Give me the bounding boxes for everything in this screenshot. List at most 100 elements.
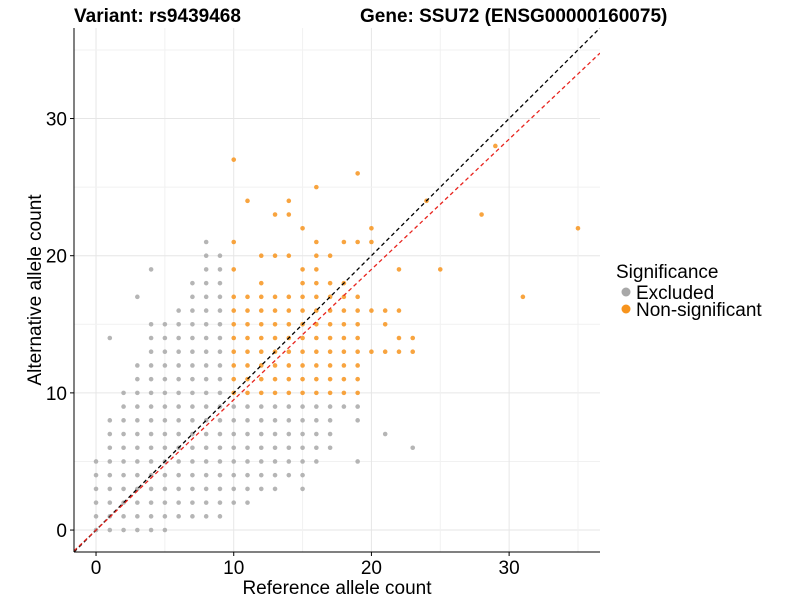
data-point-non-significant — [231, 239, 237, 245]
data-point-non-significant — [286, 321, 292, 327]
data-point-excluded — [258, 486, 264, 492]
x-tick-label: 30 — [499, 558, 520, 579]
data-point-excluded — [176, 335, 181, 341]
data-point-non-significant — [258, 253, 264, 259]
data-point-excluded — [217, 514, 223, 519]
data-point-excluded — [162, 349, 168, 355]
legend: Significance Excluded Non-significant — [616, 262, 762, 321]
data-point-excluded — [121, 404, 126, 409]
data-point-excluded — [121, 514, 126, 519]
data-point-non-significant — [258, 280, 264, 286]
data-point-excluded — [121, 445, 126, 451]
data-point-non-significant — [245, 294, 250, 300]
legend-title: Significance — [616, 262, 718, 283]
data-point-excluded — [217, 431, 223, 437]
data-point-excluded — [203, 390, 209, 396]
data-point-excluded — [190, 486, 195, 492]
data-point-excluded — [176, 431, 181, 437]
data-point-excluded — [176, 376, 181, 382]
data-point-excluded — [162, 376, 168, 382]
data-point-excluded — [148, 431, 154, 437]
data-point-non-significant — [314, 294, 319, 300]
data-point-excluded — [135, 404, 140, 409]
data-point-excluded — [162, 472, 168, 478]
data-point-excluded — [314, 431, 319, 437]
data-point-non-significant — [396, 349, 402, 355]
data-point-excluded — [135, 431, 140, 437]
data-point-non-significant — [286, 294, 292, 300]
data-point-excluded — [162, 321, 168, 327]
data-point-excluded — [190, 321, 195, 327]
data-point-excluded — [217, 459, 223, 464]
data-point-non-significant — [369, 308, 374, 313]
data-point-excluded — [272, 418, 278, 423]
data-point-non-significant — [258, 349, 264, 355]
data-point-non-significant — [327, 390, 333, 396]
data-point-excluded — [314, 445, 319, 451]
data-point-excluded — [286, 472, 292, 478]
data-point-non-significant — [300, 335, 305, 341]
data-point-excluded — [355, 459, 360, 464]
data-point-non-significant — [300, 267, 305, 272]
data-point-non-significant — [272, 321, 278, 327]
data-point-excluded — [231, 418, 237, 423]
data-point-non-significant — [258, 376, 264, 382]
data-point-excluded — [176, 486, 181, 492]
data-point-excluded — [162, 404, 168, 409]
data-point-excluded — [286, 418, 292, 423]
data-point-non-significant — [314, 184, 319, 190]
data-point-non-significant — [382, 308, 388, 313]
data-point-excluded — [135, 445, 140, 451]
data-point-excluded — [217, 349, 223, 355]
data-point-excluded — [327, 418, 333, 423]
data-point-excluded — [135, 390, 140, 396]
data-point-excluded — [245, 431, 250, 437]
data-point-excluded — [135, 294, 140, 300]
data-point-non-significant — [355, 321, 360, 327]
data-point-excluded — [203, 253, 209, 259]
data-point-excluded — [258, 431, 264, 437]
data-point-non-significant — [272, 253, 278, 259]
data-point-non-significant — [245, 349, 250, 355]
data-point-excluded — [176, 363, 181, 368]
data-point-excluded — [93, 472, 99, 478]
identity-line — [74, 28, 600, 552]
data-point-excluded — [272, 445, 278, 451]
data-point-excluded — [203, 363, 209, 368]
data-point-non-significant — [327, 335, 333, 341]
data-point-non-significant — [300, 225, 305, 231]
data-point-non-significant — [575, 225, 581, 231]
data-point-excluded — [272, 472, 278, 478]
data-point-non-significant — [286, 308, 292, 313]
data-point-excluded — [148, 418, 154, 423]
data-point-excluded — [135, 514, 140, 519]
data-point-excluded — [107, 527, 113, 533]
data-point-excluded — [121, 431, 126, 437]
data-point-excluded — [314, 404, 319, 409]
data-point-excluded — [107, 459, 113, 464]
data-point-excluded — [217, 472, 223, 478]
data-point-excluded — [190, 472, 195, 478]
data-point-excluded — [121, 527, 126, 533]
data-point-excluded — [148, 390, 154, 396]
data-point-excluded — [286, 445, 292, 451]
data-point-non-significant — [231, 335, 237, 341]
data-point-non-significant — [479, 212, 484, 217]
data-point-excluded — [231, 431, 237, 437]
data-points — [93, 143, 581, 533]
data-point-excluded — [162, 527, 168, 533]
data-point-excluded — [190, 459, 195, 464]
data-point-excluded — [272, 404, 278, 409]
data-point-excluded — [272, 431, 278, 437]
data-point-non-significant — [314, 363, 319, 368]
data-point-excluded — [176, 404, 181, 409]
data-point-excluded — [135, 527, 140, 533]
data-point-non-significant — [396, 267, 402, 272]
data-point-non-significant — [341, 294, 347, 300]
data-point-excluded — [355, 418, 360, 423]
data-point-excluded — [300, 486, 305, 492]
data-point-non-significant — [327, 253, 333, 259]
data-point-excluded — [121, 472, 126, 478]
data-point-non-significant — [286, 376, 292, 382]
x-axis-title: Reference allele count — [242, 578, 432, 599]
